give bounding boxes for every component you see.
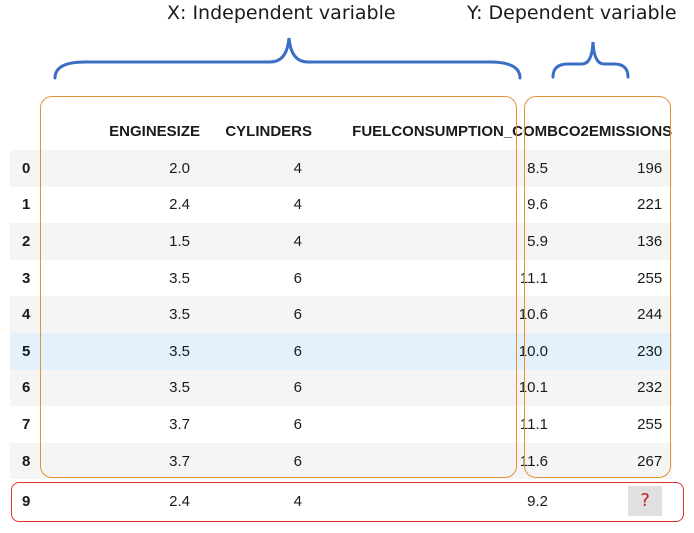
enginesize-cell: 3.5 (169, 306, 190, 324)
table-header-row: ENGINESIZE CYLINDERS FUELCONSUMPTION_COM… (10, 112, 672, 150)
enginesize-cell: 1.5 (169, 232, 190, 250)
column-header-co2emissions: CO2EMISSIONS (558, 122, 673, 140)
cylinders-cell: 4 (293, 232, 302, 250)
table-row: 7 3.7 6 11.1 255 (10, 406, 673, 443)
fuelconsumption-cell: 10.0 (518, 342, 548, 360)
enginesize-cell: 2.4 (169, 492, 190, 510)
cylinders-cell: 4 (293, 492, 302, 510)
row-index: 4 (22, 306, 31, 324)
fuelconsumption-cell: 11.1 (519, 415, 548, 433)
fuelconsumption-cell: 10.6 (518, 306, 548, 324)
table-row-highlighted: 5 3.5 6 10.0 230 (10, 332, 673, 370)
co2emissions-cell: 232 (637, 379, 663, 397)
independent-variable-label: X: Independent variable (167, 2, 396, 24)
fuelconsumption-cell: 8.5 (527, 159, 548, 177)
fuelconsumption-cell: 10.1 (518, 379, 548, 397)
row-index: 7 (22, 415, 31, 433)
cylinders-cell: 4 (293, 159, 302, 177)
row-index: 6 (22, 379, 31, 397)
dataframe-table: ENGINESIZE CYLINDERS FUELCONSUMPTION_COM… (10, 112, 673, 524)
cylinders-cell: 6 (293, 269, 302, 287)
table-row-new-sample: 9 2.4 4 9.2 ? (10, 479, 673, 524)
cylinders-cell: 4 (293, 196, 302, 214)
enginesize-cell: 3.7 (169, 452, 190, 470)
enginesize-cell: 3.5 (169, 379, 190, 397)
cylinders-cell: 6 (293, 342, 302, 360)
cylinders-cell: 6 (293, 415, 302, 433)
row-index: 3 (22, 269, 31, 287)
table-row: 8 3.7 6 11.6 267 (10, 442, 673, 480)
independent-variable-brace (53, 37, 522, 80)
co2emissions-cell: 230 (637, 342, 663, 360)
enginesize-cell: 3.5 (169, 269, 190, 287)
table-row: 3 3.5 6 11.1 255 (10, 259, 673, 297)
table-row: 0 2.0 4 8.5 196 (10, 150, 673, 187)
row-index: 8 (22, 452, 31, 470)
co2emissions-cell: 136 (637, 232, 663, 250)
co2emissions-cell-unknown: ? (558, 479, 672, 523)
co2emissions-cell: 267 (637, 452, 663, 470)
fuelconsumption-cell: 11.1 (519, 269, 548, 287)
co2emissions-cell: 255 (637, 269, 663, 287)
cylinders-cell: 6 (293, 452, 302, 470)
row-index: 1 (22, 196, 31, 214)
co2emissions-cell: 255 (637, 415, 663, 433)
row-index: 5 (22, 342, 31, 360)
cylinders-cell: 6 (293, 306, 302, 324)
row-index: 0 (22, 159, 31, 177)
table-row: 1 2.4 4 9.6 221 (10, 186, 673, 224)
column-header-enginesize: ENGINESIZE (109, 122, 200, 140)
column-header-fuelconsumption: FUELCONSUMPTION_COMB (352, 122, 558, 140)
table-row: 4 3.5 6 10.6 244 (10, 296, 673, 333)
enginesize-cell: 2.4 (169, 196, 190, 214)
dependent-variable-label: Y: Dependent variable (467, 2, 677, 24)
table-row: 2 1.5 4 5.9 136 (10, 223, 673, 260)
co2emissions-cell: 196 (637, 159, 663, 177)
table-row: 6 3.5 6 10.1 232 (10, 369, 673, 407)
cylinders-cell: 6 (293, 379, 302, 397)
column-header-cylinders: CYLINDERS (225, 122, 312, 140)
row-index: 9 (22, 492, 31, 510)
enginesize-cell: 3.5 (169, 342, 190, 360)
index-header (10, 112, 50, 150)
row-index: 2 (22, 232, 31, 250)
fuelconsumption-cell: 11.6 (519, 452, 548, 470)
fuelconsumption-cell: 5.9 (527, 232, 548, 250)
co2emissions-cell: 221 (637, 196, 663, 214)
fuelconsumption-cell: 9.6 (527, 196, 548, 214)
co2emissions-cell: 244 (637, 306, 663, 324)
dependent-variable-brace (551, 41, 630, 79)
unknown-value-marker: ? (628, 486, 663, 517)
fuelconsumption-cell: 9.2 (527, 492, 548, 510)
enginesize-cell: 2.0 (169, 159, 190, 177)
enginesize-cell: 3.7 (169, 415, 190, 433)
